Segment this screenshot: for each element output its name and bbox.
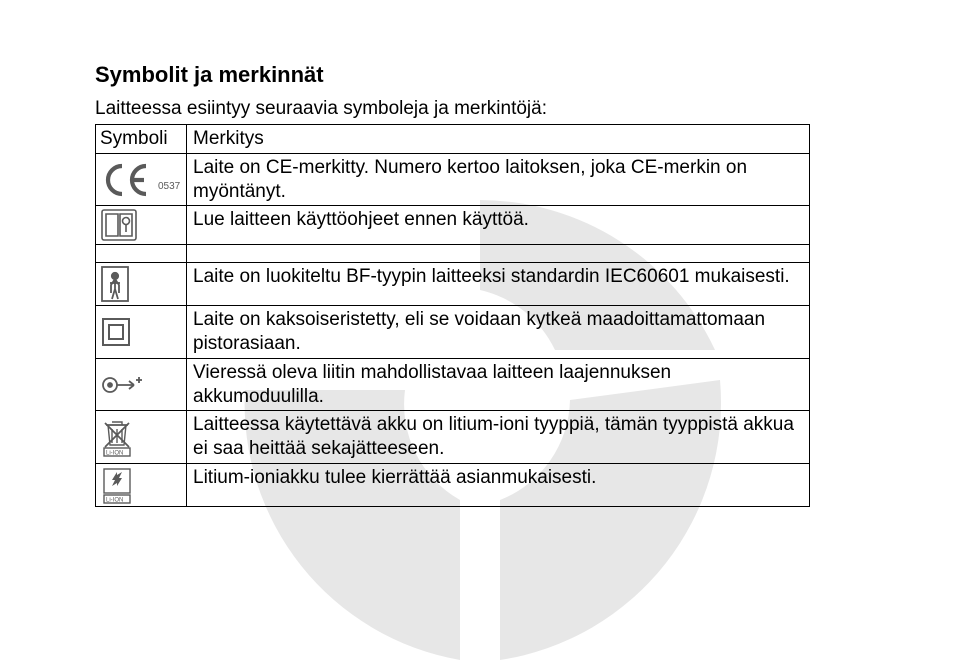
liion2-description: Litium-ioniakku tulee kierrättää asianmu… [187, 463, 810, 506]
intro-text: Laitteessa esiintyy seuraavia symboleja … [95, 98, 865, 120]
header-meaning: Merkitys [187, 125, 810, 154]
liion-recycle-icon: Li-ION [100, 466, 134, 504]
document-content: Symbolit ja merkinnät Laitteessa esiinty… [0, 0, 960, 547]
table-header-row: Symboli Merkitys [96, 125, 810, 154]
class2-description: Laite on kaksoiseristetty, eli se voidaa… [187, 306, 810, 359]
liion-label-2: Li-ION [106, 497, 123, 503]
table-row: 0537 Laite on CE-merkitty. Numero kertoo… [96, 153, 810, 206]
ce-number: 0537 [158, 181, 181, 192]
table-row: Lue laitteen käyttöohjeet ennen käyttöä. [96, 206, 810, 245]
table-row: Vieressä oleva liitin mahdollistavaa lai… [96, 358, 810, 411]
table-row: Li-ION Litium-ioniakku tulee kierrättää … [96, 463, 810, 506]
bf-description: Laite on luokiteltu BF-tyypin laitteeksi… [187, 263, 810, 306]
manual-icon [100, 208, 138, 242]
table-row: Laite on kaksoiseristetty, eli se voidaa… [96, 306, 810, 359]
liion-label-1: Li-ION [106, 451, 123, 457]
header-symbol: Symboli [96, 125, 187, 154]
liion-nobin-icon: Li-ION [100, 417, 134, 457]
connector-description: Vieressä oleva liitin mahdollistavaa lai… [187, 358, 810, 411]
connector-icon [100, 372, 144, 398]
ce-description: Laite on CE-merkitty. Numero kertoo lait… [187, 153, 810, 206]
table-gap-row [96, 245, 810, 263]
table-row: Li-ION Laitteessa käytettävä akku on lit… [96, 411, 810, 464]
bf-type-icon [100, 265, 130, 303]
liion1-description: Laitteessa käytettävä akku on litium-ion… [187, 411, 810, 464]
class2-icon [100, 316, 132, 348]
ce-mark-icon: 0537 [100, 162, 182, 198]
symbols-table: Symboli Merkitys 0537 Laite on CE-merkit… [95, 124, 810, 507]
page-title: Symbolit ja merkinnät [95, 62, 865, 88]
table-row: Laite on luokiteltu BF-tyypin laitteeksi… [96, 263, 810, 306]
manual-description: Lue laitteen käyttöohjeet ennen käyttöä. [187, 206, 810, 245]
